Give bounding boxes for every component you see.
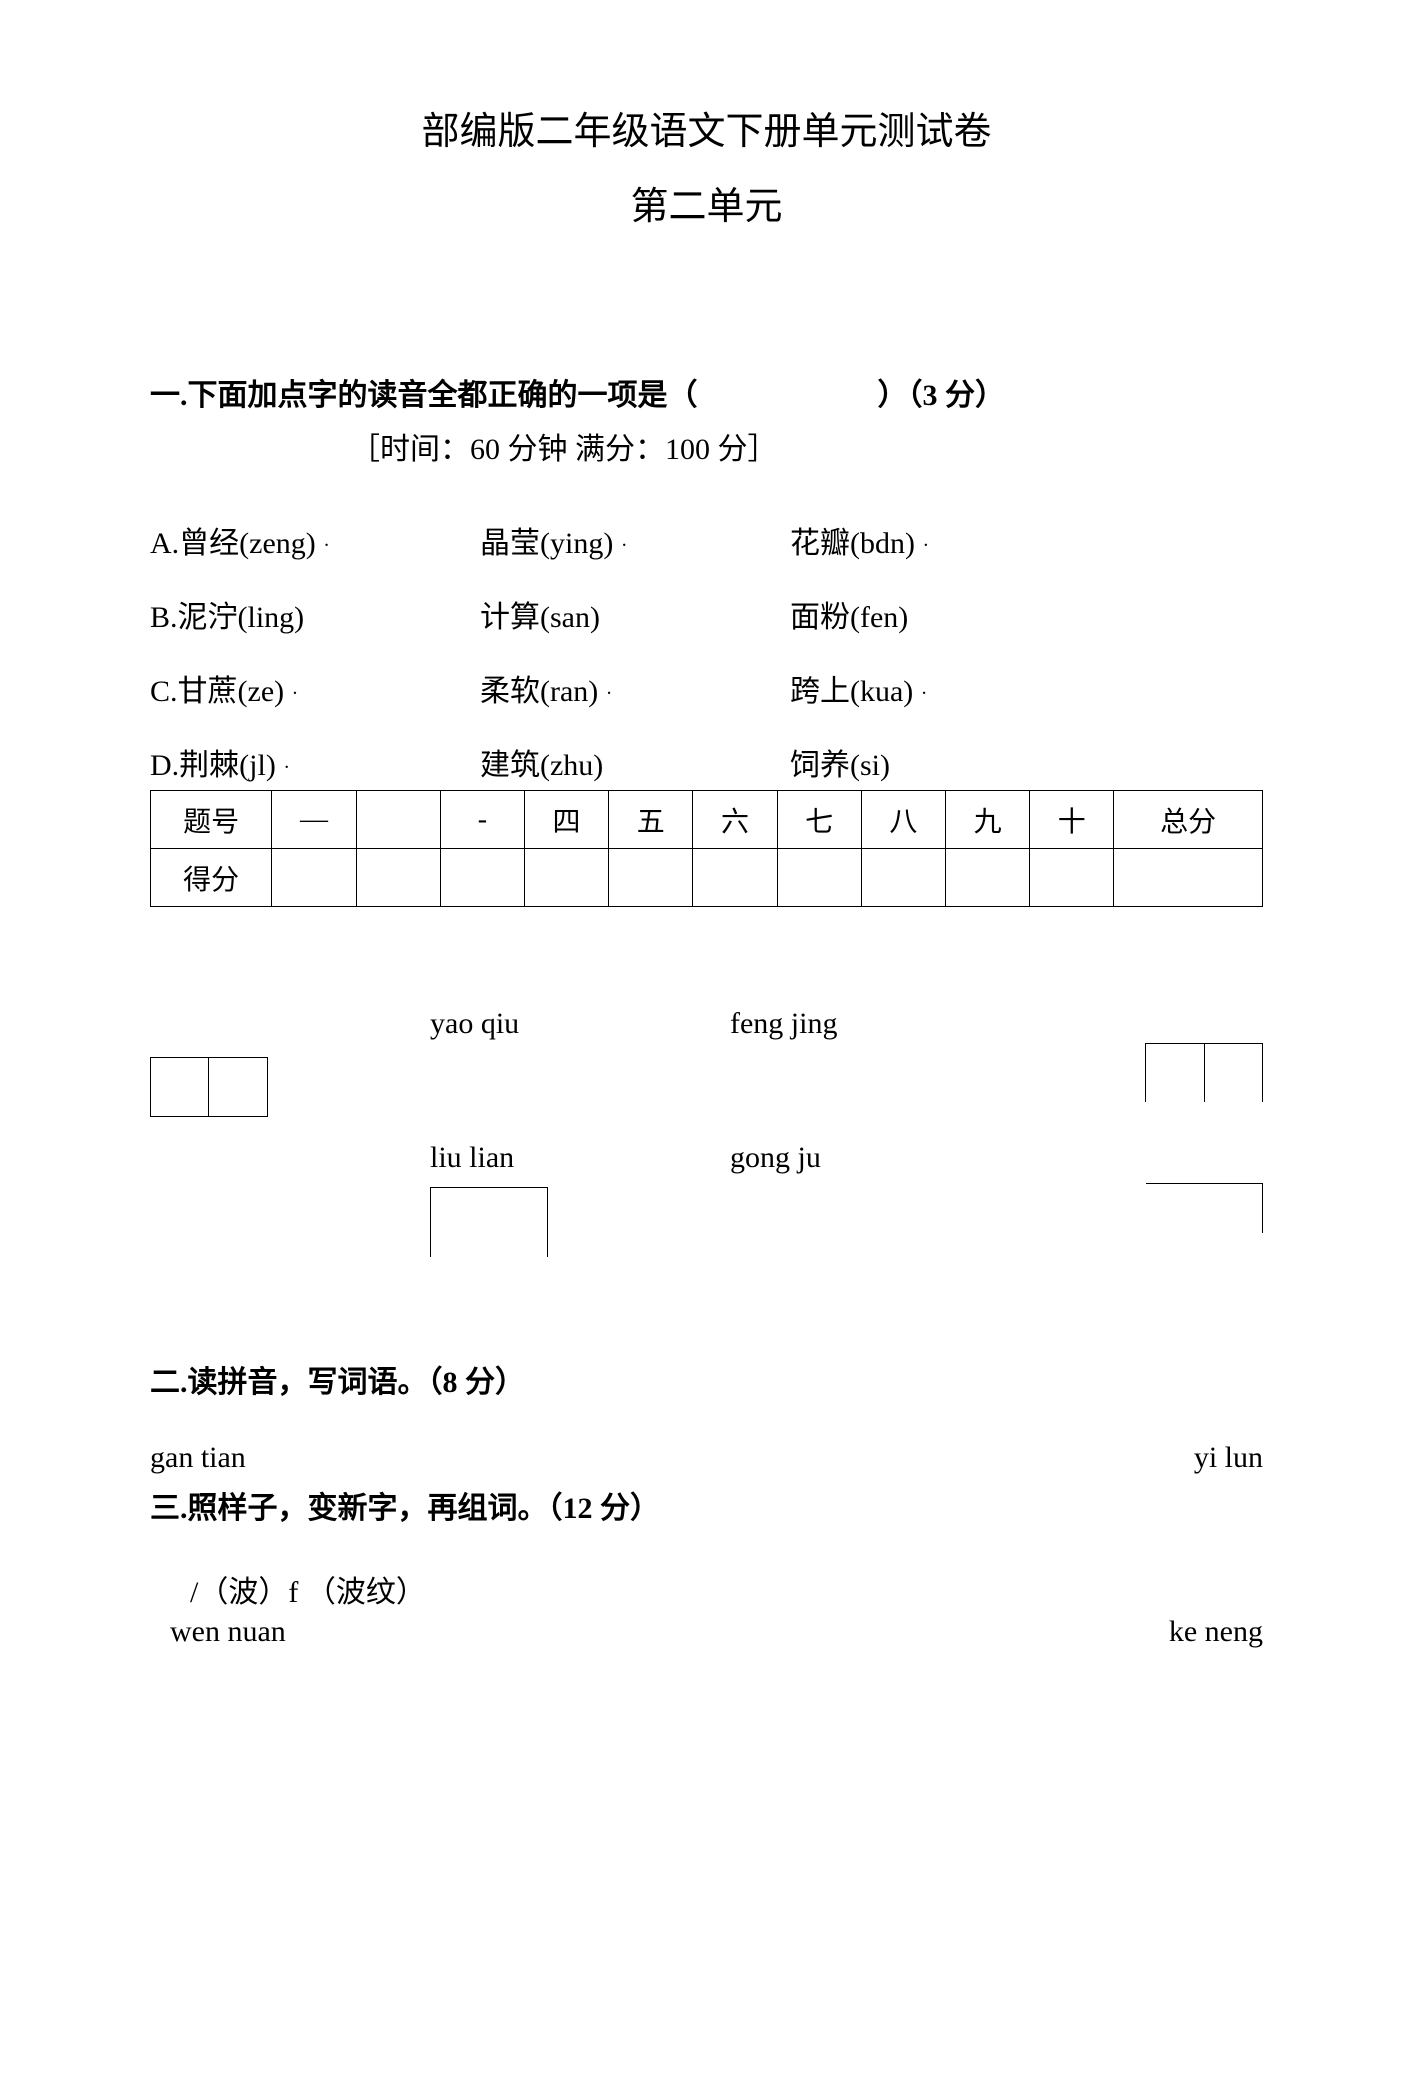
score-cell[interactable] [1030,849,1114,907]
question-2-heading: 二.读拼音，写词语。（8 分） [150,1357,1263,1401]
table-row: 得分 [151,849,1263,907]
col-header: — [272,791,356,849]
option-word: 曾经(zeng) [179,527,316,560]
score-cell[interactable] [524,849,608,907]
option-word: 柔软(ran) [480,675,598,708]
option-a: A.曾经(zeng) · 晶莹(ying) · 花瓣(bdn) · [150,518,1263,562]
score-cell[interactable] [1114,849,1263,907]
options-list: A.曾经(zeng) · 晶莹(ying) · 花瓣(bdn) · B.泥泞(l… [150,518,1263,784]
col-header: 四 [524,791,608,849]
dot-mark: · [922,535,929,557]
dot-mark: · [606,683,613,705]
q1-text-end: ）（3 分） [878,379,1006,412]
time-score-info: ［时间：60 分钟 满分：100 分］ [150,424,1263,468]
question-3-heading: 三.照样子，变新字，再组词。（12 分） [150,1483,1263,1527]
option-word: 晶莹(ying) [480,527,613,560]
option-word: 饲养(si) [790,749,890,782]
writing-box[interactable] [1145,1043,1263,1102]
col-header: 七 [777,791,861,849]
col-header: 五 [609,791,693,849]
col-header: 六 [693,791,777,849]
dot-mark: · [921,683,928,705]
writing-box[interactable] [150,1057,268,1117]
q3-example: /（波）f （波纹） [150,1567,1263,1611]
pinyin-label: yao qiu [430,1007,730,1041]
score-cell[interactable] [861,849,945,907]
option-b: B.泥泞(ling) 计算(san) 面粉(fen) [150,592,1263,636]
score-table: 题号 — - 四 五 六 七 八 九 十 总分 得分 [150,790,1263,907]
option-label: C. [150,675,178,708]
pinyin-label: ke neng [1169,1615,1263,1649]
dot-mark: · [323,535,330,557]
score-cell[interactable] [693,849,777,907]
sub-title: 第二单元 [150,175,1263,230]
pinyin-label: gan tian [150,1441,246,1475]
score-cell[interactable] [356,849,440,907]
writing-box[interactable] [1146,1183,1263,1233]
score-cell[interactable] [945,849,1029,907]
col-header: - [440,791,524,849]
score-cell[interactable] [440,849,524,907]
total-header: 总分 [1114,791,1263,849]
score-cell[interactable] [777,849,861,907]
option-word: 甘蔗(ze) [178,675,285,708]
row-label: 得分 [151,849,272,907]
pinyin-label: wen nuan [150,1615,286,1649]
col-header: 十 [1030,791,1114,849]
q1-text-start: 一.下面加点字的读音全都正确的一项是（ [150,379,698,412]
main-title: 部编版二年级语文下册单元测试卷 [150,100,1263,155]
option-word: 跨上(kua) [790,675,913,708]
dot-mark: · [283,757,290,779]
col-header: 八 [861,791,945,849]
row-label: 题号 [151,791,272,849]
option-word: 荆棘(jl) [179,749,276,782]
option-word: 计算(san) [480,601,600,634]
table-row: 题号 — - 四 五 六 七 八 九 十 总分 [151,791,1263,849]
score-cell[interactable] [272,849,356,907]
option-word: 建筑(zhu) [480,749,603,782]
option-word: 花瓣(bdn) [790,527,915,560]
option-c: C.甘蔗(ze) · 柔软(ran) · 跨上(kua) · [150,666,1263,710]
pinyin-label: liu lian [430,1141,730,1175]
option-word: 泥泞(ling) [178,601,305,634]
option-word: 面粉(fen) [790,601,908,634]
pinyin-row: wen nuan ke neng [150,1615,1263,1649]
pinyin-label: feng jing [730,1007,1010,1041]
option-d: D.荆棘(jl) · 建筑(zhu) 饲养(si) [150,740,1263,784]
dot-mark: · [621,535,628,557]
question-1-heading: 一.下面加点字的读音全都正确的一项是（ ）（3 分） [150,370,1263,414]
dot-mark: · [292,683,299,705]
col-header: 九 [945,791,1029,849]
pinyin-label: yi lun [1194,1441,1263,1475]
writing-box[interactable] [430,1187,548,1257]
score-cell[interactable] [609,849,693,907]
col-header [356,791,440,849]
option-label: B. [150,601,178,634]
option-label: A. [150,527,179,560]
pinyin-section: yao qiu feng jing liu lian gong ju [150,1007,1263,1347]
pinyin-label: gong ju [730,1141,1010,1175]
option-label: D. [150,749,179,782]
pinyin-row: gan tian yi lun [150,1441,1263,1475]
